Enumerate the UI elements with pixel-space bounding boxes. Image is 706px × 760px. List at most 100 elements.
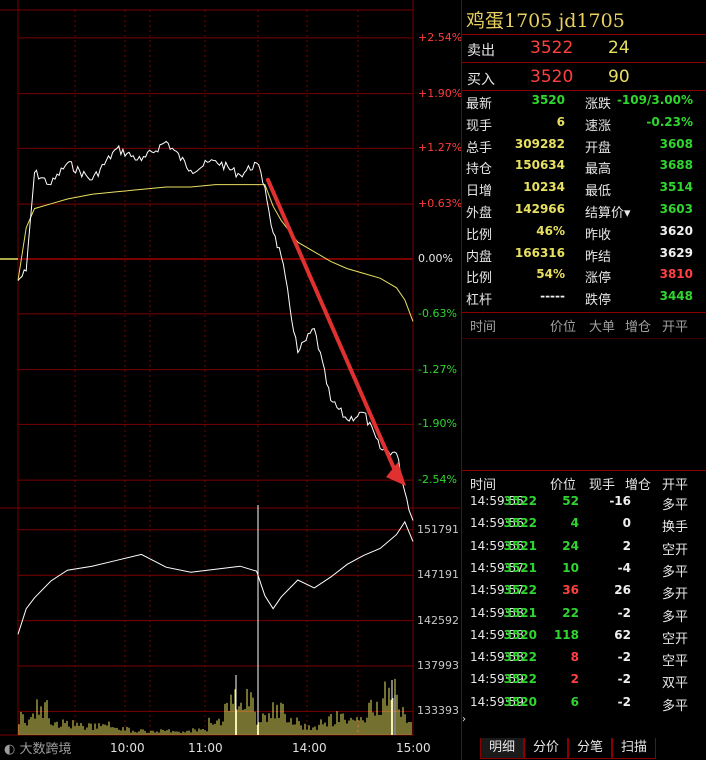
trend-arrow-head-icon xyxy=(386,462,406,486)
quote-value-1: 142966 xyxy=(514,202,565,216)
intraday-chart[interactable] xyxy=(0,0,460,760)
tick-oi-change: -2 xyxy=(617,605,631,620)
pct-axis-label: 0.00% xyxy=(418,252,453,265)
tick-oi-change: 2 xyxy=(622,538,631,553)
tick-volume: 8 xyxy=(570,650,579,665)
tick-time: 14:59:56 xyxy=(470,516,524,531)
quote-value-1: 309282 xyxy=(514,136,565,151)
tick-volume: 2 xyxy=(570,672,579,687)
tick-row[interactable]: 14:59:58 3520 118 62 空开 xyxy=(462,628,706,650)
buy-label: 买入 xyxy=(467,72,495,88)
quote-row: 比例 54% 涨停 3810 xyxy=(462,267,706,288)
sell-label: 卖出 xyxy=(467,43,495,59)
pct-axis-label: -1.90% xyxy=(418,417,457,431)
tab-tick[interactable]: 分笔 xyxy=(568,738,612,759)
watermark-logo-icon: ◐ xyxy=(4,742,16,757)
tick-row[interactable]: 14:59:59 3520 6 -2 多平 xyxy=(462,695,706,717)
quote-label-2: 速涨 xyxy=(585,118,612,134)
quote-value-1: 10234 xyxy=(523,180,565,195)
buy-price[interactable]: 3520 xyxy=(530,67,574,87)
big-header-price: 价位 xyxy=(550,320,577,335)
quote-value-1: 54% xyxy=(536,267,565,282)
oi-axis-label: 147191 xyxy=(417,568,459,582)
quote-row: 杠杆 ----- 跌停 3448 xyxy=(462,289,706,310)
tick-oi-change: -2 xyxy=(617,672,631,687)
quote-label-2: 涨跌 xyxy=(585,97,612,112)
quote-label-1: 杠杆 xyxy=(466,293,493,309)
tick-price: 3522 xyxy=(503,494,537,508)
quote-label-2: 结算价▾ xyxy=(585,206,631,221)
quote-value-2: 3608 xyxy=(659,136,693,151)
tick-oi-change: -16 xyxy=(609,494,631,508)
tick-volume: 4 xyxy=(570,516,579,531)
tick-volume: 10 xyxy=(562,560,579,575)
tick-row[interactable]: 14:59:59 3522 2 -2 双平 xyxy=(462,672,706,694)
tick-price: 3522 xyxy=(503,672,537,687)
quote-value-1: 3520 xyxy=(531,93,565,107)
quote-panel: 鸡蛋1705 jd1705 卖出 3522 24 买入 3520 90 最新 35… xyxy=(461,0,706,760)
tick-time: 14:59:58 xyxy=(470,627,524,642)
sell-volume: 24 xyxy=(608,38,630,58)
quote-value-1: 46% xyxy=(536,223,565,238)
tick-row[interactable]: 14:59:58 3522 8 -2 空平 xyxy=(462,650,706,672)
quote-label-2: 涨停 xyxy=(585,271,612,287)
quote-row: 外盘 142966 结算价▾ 3603 xyxy=(462,202,706,223)
watermark-text: 大数跨境 xyxy=(19,742,72,757)
quote-label-2: 开盘 xyxy=(585,140,612,156)
pct-axis-label: -2.54% xyxy=(418,473,457,487)
tick-open-close: 空开 xyxy=(662,631,689,647)
tick-time: 14:59:58 xyxy=(470,650,524,665)
time-axis-label: 11:00 xyxy=(188,741,223,755)
oi-axis-label: 142592 xyxy=(417,613,459,627)
tick-open-close: 多平 xyxy=(662,609,689,625)
tick-row[interactable]: 14:59:58 3521 22 -2 多平 xyxy=(462,606,706,628)
tick-oi-change: 62 xyxy=(614,627,631,642)
intraday-chart-panel[interactable]: +2.54% +1.90% +1.27% +0.63% 0.00% -0.63% -1.27… xyxy=(0,0,463,760)
tick-row[interactable]: 14:59:56 3522 4 0 换手 xyxy=(462,516,706,538)
quote-row: 内盘 166316 昨结 3629 xyxy=(462,246,706,267)
tick-oi-change: 26 xyxy=(614,583,631,598)
time-axis-label: 14:00 xyxy=(292,741,327,755)
tab-price[interactable]: 分价 xyxy=(524,738,568,759)
quote-row: 最新 3520 涨跌 -109/3.00% xyxy=(462,93,706,114)
tick-row[interactable]: 14:59:57 3521 10 -4 多平 xyxy=(462,561,706,583)
tick-row[interactable]: 14:59:55 3522 52 -16 多平 xyxy=(462,494,706,516)
sell-price[interactable]: 3522 xyxy=(530,38,574,58)
tick-header-oc: 开平 xyxy=(662,478,689,493)
tick-time: 14:59:56 xyxy=(470,538,524,553)
quote-value-2: 3620 xyxy=(659,223,693,238)
quote-value-1: 6 xyxy=(556,114,565,129)
divider xyxy=(462,312,706,313)
tick-open-close: 多开 xyxy=(662,587,689,603)
tab-scan[interactable]: 扫描 xyxy=(612,738,656,759)
trend-arrow-line xyxy=(265,177,398,475)
tick-row[interactable]: 14:59:57 3522 36 26 多开 xyxy=(462,583,706,605)
quote-row: 日增 10234 最低 3514 xyxy=(462,180,706,201)
quote-label-1: 内盘 xyxy=(466,249,493,265)
tick-volume: 24 xyxy=(562,538,579,553)
quote-label-2: 昨结 xyxy=(585,249,612,265)
tick-volume: 36 xyxy=(562,583,579,598)
divider xyxy=(462,90,706,91)
tick-time: 14:59:57 xyxy=(470,560,524,575)
quote-label-1: 现手 xyxy=(466,118,493,134)
quote-label-1: 日增 xyxy=(466,184,493,200)
tick-oi-change: -2 xyxy=(617,650,631,665)
tick-price: 3520 xyxy=(503,627,537,642)
quote-label-2: 昨收 xyxy=(585,227,612,243)
tick-open-close: 多平 xyxy=(662,564,689,580)
tick-price: 3521 xyxy=(503,560,537,575)
quote-label-1: 最新 xyxy=(466,97,493,112)
contract-title: 鸡蛋1705 jd1705 xyxy=(466,10,625,32)
quote-label-1: 持仓 xyxy=(466,162,493,178)
tick-row[interactable]: 14:59:56 3521 24 2 空开 xyxy=(462,539,706,561)
quote-row: 持仓 150634 最高 3688 xyxy=(462,158,706,179)
tick-header-price: 价位 xyxy=(550,478,577,493)
pct-axis-label: +1.27% xyxy=(418,141,463,155)
tick-time: 14:59:55 xyxy=(470,494,524,508)
tick-volume: 22 xyxy=(562,605,579,620)
tab-detail[interactable]: 明细 xyxy=(480,738,524,759)
time-axis-label: 10:00 xyxy=(110,741,145,755)
price-line xyxy=(17,140,414,521)
tick-volume: 52 xyxy=(562,494,579,508)
